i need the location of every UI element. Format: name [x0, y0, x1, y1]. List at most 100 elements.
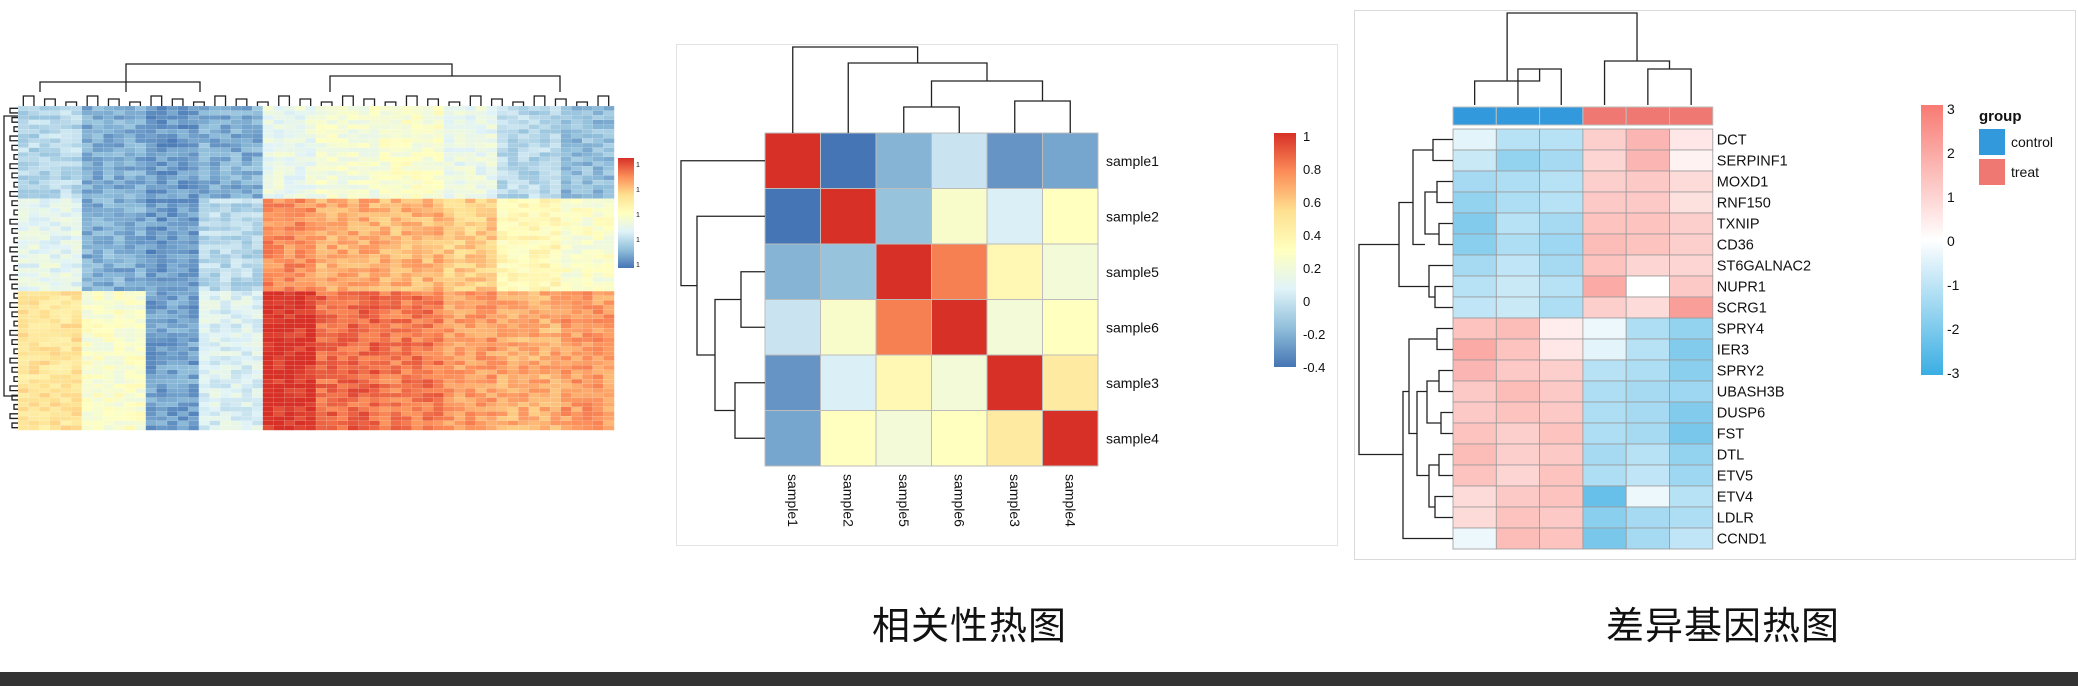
heatmap-cell	[262, 221, 274, 227]
heatmap-cell	[464, 133, 477, 139]
heatmap-cell	[39, 300, 51, 306]
heatmap-cell	[49, 203, 61, 209]
heatmap-cell	[28, 374, 40, 380]
heatmap-cell	[28, 198, 40, 204]
heatmap-cell	[305, 286, 317, 292]
heatmap-cell	[401, 379, 413, 385]
heatmap-cell	[113, 161, 125, 167]
heatmap-cell	[188, 406, 200, 412]
heatmap-cell	[252, 300, 264, 306]
heatmap-cell	[369, 420, 381, 426]
heatmap-cell	[315, 240, 328, 246]
heatmap-cell	[71, 351, 83, 357]
heatmap-cell	[518, 323, 530, 329]
heatmap-cell	[369, 217, 381, 223]
heatmap-cell	[454, 314, 466, 320]
heatmap-cell	[432, 129, 445, 135]
heatmap-cell	[464, 129, 477, 135]
heatmap-cell	[603, 328, 615, 334]
heatmap-cell	[220, 249, 232, 255]
heatmap-cell	[28, 175, 40, 181]
heatmap-cell	[283, 203, 296, 209]
heatmap-cell	[326, 161, 338, 167]
heatmap-cell	[283, 156, 296, 162]
heatmap-cell	[188, 300, 200, 306]
heatmap-cell	[71, 138, 83, 144]
heatmap-cell	[326, 337, 338, 343]
heatmap-cell	[581, 360, 594, 366]
heatmap-cell	[262, 110, 274, 116]
heatmap-cell	[454, 374, 466, 380]
heatmap-cell	[560, 230, 572, 236]
heatmap-cell	[177, 142, 189, 149]
heatmap-cell	[528, 110, 540, 116]
heatmap-cell	[305, 272, 317, 278]
heatmap-cell	[464, 207, 477, 213]
heatmap-cell	[486, 402, 498, 408]
heatmap-cell	[198, 286, 210, 292]
heatmap-cell	[401, 291, 413, 297]
heatmap-cell	[326, 142, 338, 149]
heatmap-cell	[539, 152, 551, 158]
heatmap-cell	[273, 230, 285, 236]
heatmap-cell	[379, 166, 391, 172]
heatmap-cell	[486, 328, 498, 334]
heatmap-cell	[518, 309, 530, 315]
heatmap-cell	[432, 235, 445, 241]
heatmap-cell	[528, 179, 540, 186]
heatmap-cell	[103, 416, 115, 422]
heatmap-cell	[252, 323, 264, 329]
heatmap-cell	[113, 235, 125, 241]
heatmap-cell	[411, 286, 423, 292]
heatmap-cell	[294, 161, 306, 167]
heatmap-cell	[486, 392, 498, 398]
heatmap-cell	[209, 217, 221, 223]
heatmap-cell	[347, 193, 359, 199]
heatmap-cell	[496, 179, 508, 186]
heatmap-cell	[379, 402, 391, 408]
heatmap-cell	[156, 402, 168, 408]
heatmap-cell	[17, 193, 30, 199]
heatmap-cell	[252, 346, 264, 352]
heatmap-cell	[411, 323, 423, 329]
dendro-branch	[740, 271, 765, 328]
heatmap-cell	[220, 365, 232, 371]
heatmap-cell	[305, 281, 317, 287]
heatmap-cell	[411, 212, 423, 218]
heatmap-cell	[603, 142, 615, 149]
heatmap-cell	[581, 351, 594, 357]
heatmap-cell	[454, 411, 466, 417]
heatmap-cell	[475, 309, 487, 315]
heatmap-cell	[315, 332, 328, 338]
heatmap-cell	[539, 263, 551, 269]
heatmap-cell	[113, 138, 125, 144]
heatmap-cell	[581, 369, 594, 375]
heatmap-cell	[124, 328, 136, 334]
heatmap-cell	[134, 304, 147, 311]
heatmap-cell	[188, 365, 200, 371]
heatmap-cell	[28, 138, 40, 144]
heatmap-cell	[592, 133, 604, 139]
heatmap-cell	[358, 175, 370, 181]
heatmap-cell	[390, 142, 402, 149]
heatmap-cell	[92, 179, 104, 186]
heatmap-cell	[379, 189, 391, 195]
heatmap-cell	[166, 230, 179, 236]
heatmap-cell	[379, 235, 391, 241]
heatmap-cell	[550, 304, 562, 311]
heatmap-cell	[326, 300, 338, 306]
heatmap-cell	[241, 166, 253, 172]
heatmap-cell	[166, 184, 179, 190]
heatmap-cell	[454, 286, 466, 292]
heatmap-cell	[603, 129, 615, 135]
heatmap-cell	[145, 207, 157, 213]
heatmap-cell	[486, 323, 498, 329]
heatmap-cell	[432, 272, 445, 278]
differential-cell	[1582, 233, 1627, 256]
heatmap-cell	[411, 291, 423, 297]
heatmap-cell	[134, 277, 147, 283]
heatmap-cell	[369, 166, 381, 172]
heatmap-cell	[220, 383, 232, 389]
differential-cell	[1452, 233, 1497, 256]
heatmap-cell	[539, 170, 551, 176]
